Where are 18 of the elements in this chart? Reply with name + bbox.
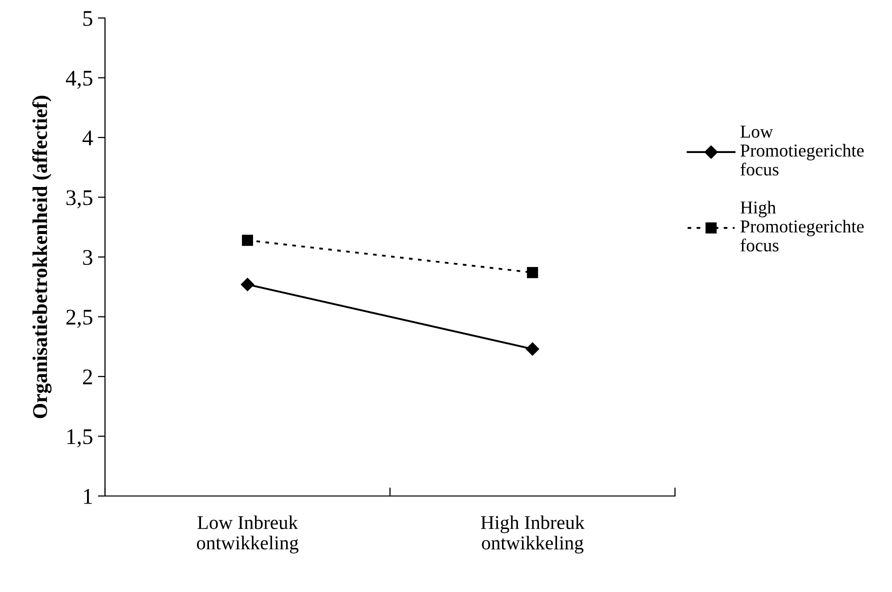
y-tick-label: 2,5 <box>66 310 92 328</box>
y-tick-label: 1 <box>84 489 92 504</box>
point <box>526 342 540 356</box>
y-tick-label: 3,5 <box>66 190 92 208</box>
point <box>240 278 254 292</box>
y-tick-label: 2 <box>83 369 92 384</box>
y-tick-label: 5 <box>83 11 92 26</box>
y-tick-label: 1,5 <box>67 429 92 448</box>
y-tick-label: 3 <box>83 250 92 265</box>
point <box>242 234 254 246</box>
point <box>526 266 538 278</box>
legend-label: Low Promotiegerichte focus <box>740 126 864 176</box>
y-tick-label: 4,5 <box>66 70 92 89</box>
y-axis-title: Organisatiebetrokkenheid (affectief) <box>32 96 52 418</box>
legend-label: High Promotiegerichte focus <box>740 200 864 252</box>
x-tick-label: High Inbreuk ontwikkeling <box>480 515 585 554</box>
y-tick-label: 4 <box>82 130 93 146</box>
x-tick-label: Low Inbreuk ontwikkeling <box>196 515 298 554</box>
